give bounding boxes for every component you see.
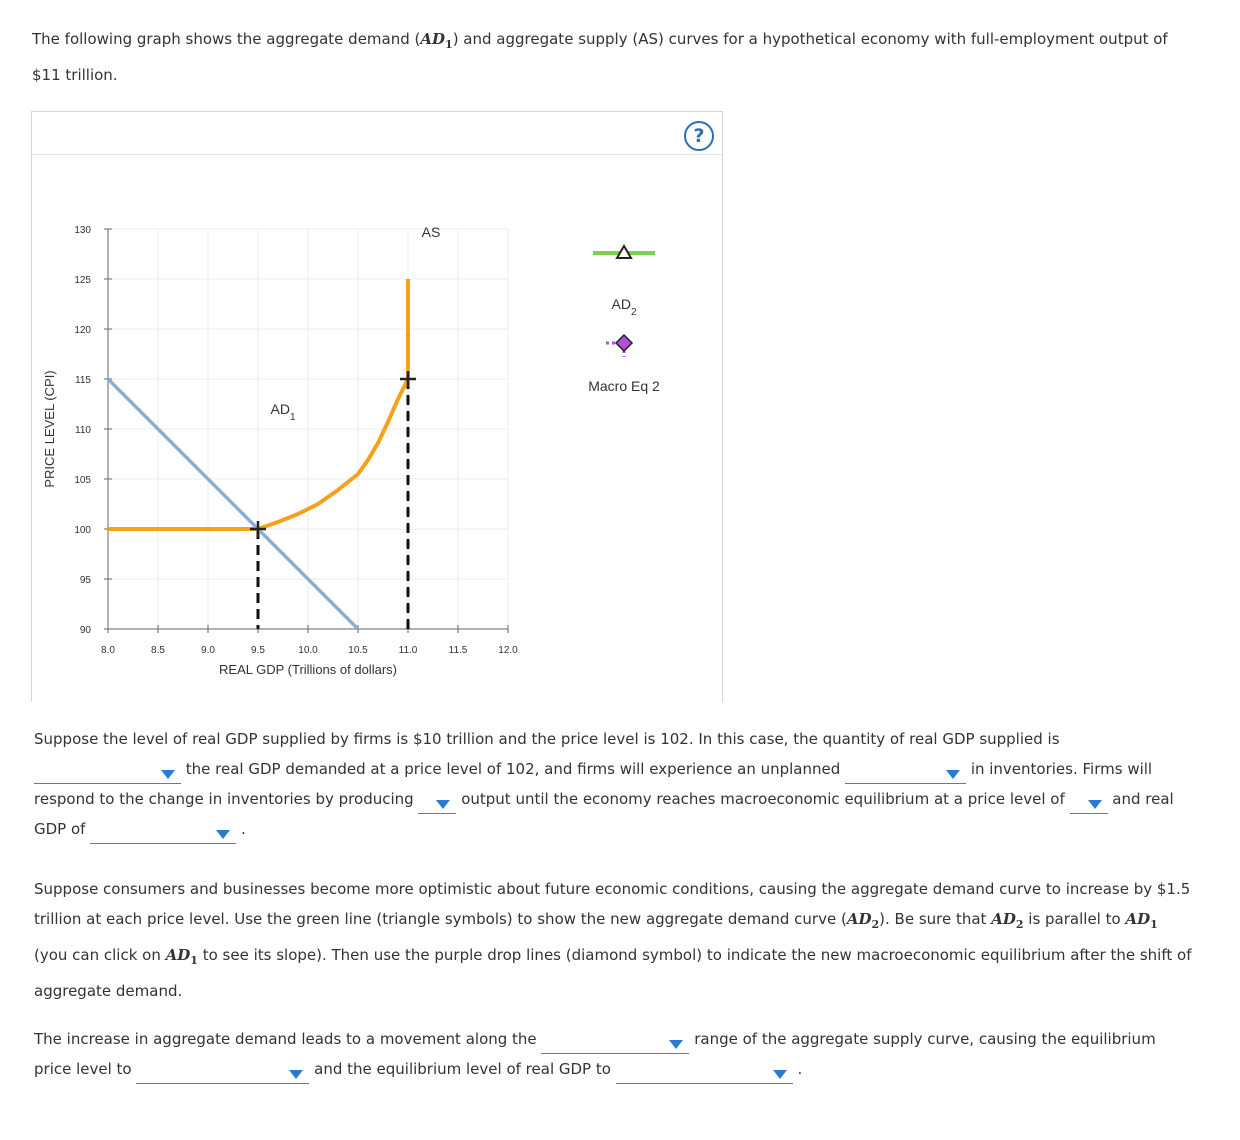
ad1-label[interactable]: AD1: [270, 401, 295, 423]
question-1: Suppose the level of real GDP supplied b…: [34, 724, 1194, 844]
y-tick-label-2: 120: [74, 325, 91, 336]
q1-text-3: in inventories. Firms will respond to th…: [34, 760, 1153, 808]
dropdown-equilibrium-gdp[interactable]: [90, 822, 237, 844]
help-icon[interactable]: ?: [684, 121, 714, 151]
q1-text-6: .: [236, 820, 246, 838]
x-tick-label-3: 9.5: [251, 645, 265, 656]
ad2-sub-a: 2: [871, 918, 880, 931]
legend-eq2-label: Macro Eq 2: [588, 378, 660, 394]
y-tick-label-0: 130: [74, 225, 91, 236]
ad1-sub-a: 1: [1150, 918, 1158, 931]
ad2-main-a: AD: [846, 910, 872, 928]
q1-text-2: the real GDP demanded at a price level o…: [181, 760, 846, 778]
y-tick-label-1: 125: [74, 275, 91, 286]
y-tick-label-3: 115: [75, 375, 91, 386]
y-tick-label-4: 110: [75, 425, 91, 436]
x-tick-label-4: 10.0: [298, 645, 318, 656]
q2-text-1: Suppose consumers and businesses become …: [34, 880, 1191, 928]
ad1-sub: 1: [445, 38, 453, 51]
x-axis-label: REAL GDP (Trillions of dollars): [219, 662, 397, 677]
dropdown-equilibrium-price[interactable]: [1069, 792, 1108, 814]
ad1-sub-b: 1: [190, 954, 198, 967]
question-2: Suppose consumers and businesses become …: [34, 874, 1194, 1006]
y-tick-label-5: 105: [74, 475, 91, 486]
dropdown-inventory-change[interactable]: [845, 762, 967, 784]
ad1-main: AD: [420, 30, 446, 48]
ad2-main-b: AD: [991, 910, 1016, 928]
ad2-sub-b: 2: [1015, 918, 1024, 931]
q1-text-5: and real GDP of: [34, 790, 1174, 838]
ad1-symbol-a: AD1: [1125, 910, 1158, 931]
y-tick-label-7: 95: [80, 575, 92, 586]
intro-text: The following graph shows the aggregate …: [32, 24, 1192, 90]
ad2-symbol-a: AD2: [846, 910, 880, 931]
intro-part1: The following graph shows the aggregate …: [32, 30, 421, 48]
dropdown-output-direction[interactable]: [418, 792, 457, 814]
chart-grid: [107, 228, 509, 630]
ad1-symbol-b: AD1: [165, 946, 198, 967]
q2-text-3: is parallel to: [1023, 910, 1126, 928]
y-tick-label-6: 100: [74, 525, 91, 536]
drop-lines: [256, 379, 410, 629]
eq2-diamond-icon[interactable]: [614, 333, 634, 353]
dropdown-real-gdp-change[interactable]: [615, 1062, 793, 1084]
q3-text-4: .: [792, 1060, 803, 1078]
q2-text-5: to see its slope). Then use the purple d…: [34, 946, 1192, 1000]
q2-text-4: (you can click on: [34, 946, 166, 964]
x-tick-label-8: 12.0: [498, 645, 518, 656]
x-tick-label-0: 8.0: [101, 645, 115, 656]
graph-panel: ? 130 125 120 115 110 105 100 95 90 8.0 8.5 9.0 9.5 1…: [31, 111, 723, 702]
q3-text-3: and the equilibrium level of real GDP to: [309, 1060, 616, 1078]
dropdown-price-level-change[interactable]: [136, 1062, 310, 1084]
equilibrium-markers: [250, 371, 416, 537]
q1-text-1: Suppose the level of real GDP supplied b…: [34, 730, 1060, 748]
as-curve[interactable]: [108, 279, 410, 531]
dropdown-as-range[interactable]: [541, 1032, 690, 1054]
graph-chart[interactable]: 130 125 120 115 110 105 100 95 90 8.0 8.5 9.0 9.5 10.…: [32, 112, 722, 702]
q3-text-2: range of the aggregate supply curve, cau…: [34, 1030, 1156, 1078]
x-tick-label-2: 9.0: [201, 645, 215, 656]
ad1-main-a: AD: [1125, 910, 1151, 928]
chart-axes: 130 125 120 115 110 105 100 95 90 8.0 8.5 9.0 9.5 10.…: [42, 225, 518, 677]
dropdown-supplied-vs-demanded[interactable]: [34, 762, 181, 784]
ad2-symbol-b: AD2: [991, 910, 1024, 931]
chart-legend: AD2 Macro Eq 2: [588, 244, 660, 394]
x-tick-label-7: 11.5: [449, 645, 468, 656]
as-label: AS: [422, 224, 441, 240]
y-tick-label-8: 90: [80, 625, 92, 636]
ad2-triangle-icon[interactable]: [615, 244, 633, 259]
y-axis-label: PRICE LEVEL (CPI): [42, 370, 57, 487]
x-tick-label-6: 11.0: [399, 645, 418, 656]
chart-labels: AD1 AS: [270, 224, 440, 423]
q3-text-1: The increase in aggregate demand leads t…: [34, 1030, 542, 1048]
graph-panel-header: ?: [32, 112, 722, 155]
x-tick-label-5: 10.5: [348, 645, 368, 656]
intro-part2: ) and aggregate supply (AS) curves for a…: [32, 30, 1168, 84]
q1-text-4: output until the economy reaches macroec…: [456, 790, 1070, 808]
curves: [106, 279, 410, 631]
ad1-main-b: AD: [165, 946, 191, 964]
ad1-symbol: AD1: [420, 30, 453, 51]
legend-ad2-label: AD2: [611, 296, 636, 318]
ad1-curve[interactable]: [106, 377, 360, 631]
q2-text-2: ). Be sure that: [879, 910, 992, 928]
question-3: The increase in aggregate demand leads t…: [34, 1024, 1194, 1084]
x-tick-label-1: 8.5: [151, 645, 165, 656]
